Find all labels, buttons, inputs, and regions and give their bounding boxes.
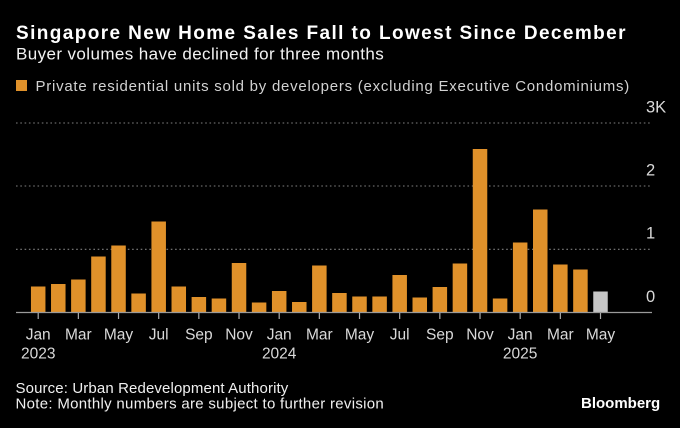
svg-text:Singapore New Home Sales Fall: Singapore New Home Sales Fall to Lowest … bbox=[16, 23, 627, 44]
svg-text:0: 0 bbox=[646, 288, 655, 306]
svg-text:Jan: Jan bbox=[26, 327, 51, 344]
svg-text:Sep: Sep bbox=[185, 327, 213, 344]
svg-text:Jan: Jan bbox=[508, 327, 533, 344]
svg-text:3K: 3K bbox=[646, 98, 666, 116]
svg-text:2024: 2024 bbox=[262, 346, 297, 363]
svg-text:Note: Monthly numbers are subj: Note: Monthly numbers are subject to fur… bbox=[16, 396, 385, 413]
svg-text:Jan: Jan bbox=[267, 327, 292, 344]
svg-text:2023: 2023 bbox=[21, 346, 55, 363]
svg-text:Source: Urban Redevelopment Au: Source: Urban Redevelopment Authority bbox=[16, 380, 289, 397]
svg-text:Mar: Mar bbox=[65, 327, 92, 344]
svg-text:Jul: Jul bbox=[390, 327, 410, 344]
svg-text:May: May bbox=[104, 327, 134, 344]
svg-text:Nov: Nov bbox=[225, 327, 253, 344]
svg-text:1: 1 bbox=[646, 225, 655, 243]
svg-text:Buyer volumes have declined fo: Buyer volumes have declined for three mo… bbox=[16, 45, 384, 64]
svg-text:May: May bbox=[586, 327, 616, 344]
svg-text:Mar: Mar bbox=[306, 327, 333, 344]
svg-text:Nov: Nov bbox=[466, 327, 494, 344]
svg-text:Mar: Mar bbox=[547, 327, 574, 344]
svg-text:Bloomberg: Bloomberg bbox=[581, 395, 660, 412]
svg-text:Private residential units sold: Private residential units sold by develo… bbox=[36, 78, 631, 95]
svg-text:2: 2 bbox=[646, 161, 655, 179]
svg-text:Sep: Sep bbox=[426, 327, 454, 344]
svg-text:May: May bbox=[345, 327, 375, 344]
svg-text:Jul: Jul bbox=[149, 327, 169, 344]
svg-text:2025: 2025 bbox=[503, 346, 537, 363]
